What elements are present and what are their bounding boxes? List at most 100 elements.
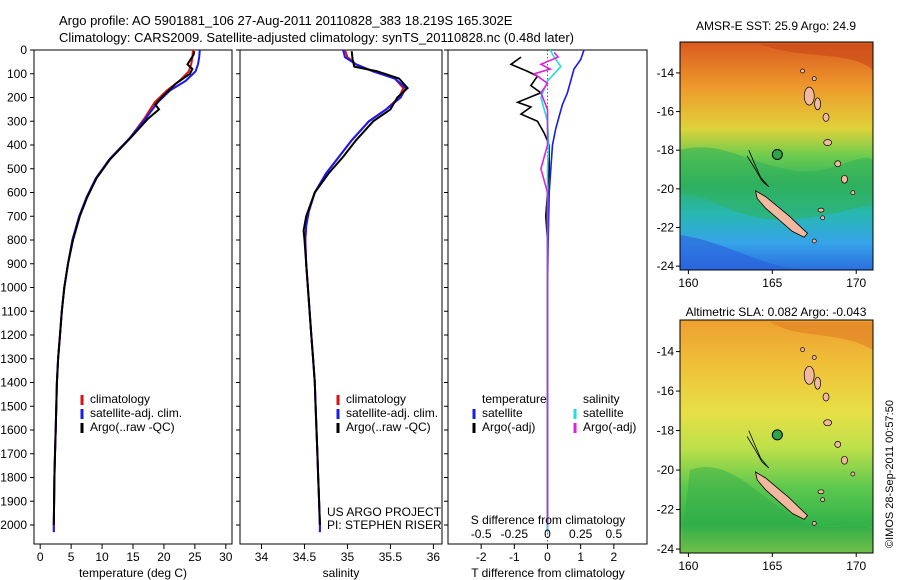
salinity-ticks: 34 34.5 35 35.5 36 xyxy=(255,544,441,564)
sla_map-argo-marker xyxy=(771,429,783,441)
depth-tick-label-8: 800 xyxy=(7,233,27,247)
sst_map-island-7 xyxy=(800,68,805,74)
s-diff-tick-label-0: -0.5 xyxy=(471,527,492,541)
sst_map-reef xyxy=(746,150,770,188)
difference-xtick-label-4: 2 xyxy=(610,550,617,564)
difference-legend: temperaturesatelliteArgo(-adj)salinitysa… xyxy=(472,392,636,434)
depth-tick-label-4: 400 xyxy=(7,138,27,152)
temp-legend-label-2: Argo(..raw -QC) xyxy=(90,420,175,434)
project-label: US ARGO PROJECT xyxy=(327,505,442,519)
sla_map-new-caledonia xyxy=(754,471,809,520)
depth-tick-label-20: 2000 xyxy=(0,518,27,532)
sla_map-lat-label-0: -14 xyxy=(657,345,675,359)
depth-tick-label-15: 1500 xyxy=(0,399,27,413)
sla_map-reef xyxy=(746,430,770,469)
t-difference-ticks: -2 -1 0 1 2 xyxy=(476,544,617,564)
sla_map-island-1 xyxy=(814,376,821,390)
depth-tick-label-19: 1900 xyxy=(0,494,27,508)
depth-ticks: 0 100 200 300 400 500 600 700 800 900 1000 1100 1200… xyxy=(0,43,34,532)
sst_map-argo-marker xyxy=(771,148,783,160)
sla_map-island-5 xyxy=(841,455,848,465)
depth-tick-label-5: 500 xyxy=(7,162,27,176)
sst_map-island-2 xyxy=(822,113,830,122)
salinity-panel: 34 34.5 35 35.5 36 salinity climatologysatel… xyxy=(236,49,443,580)
diff-legend-title-0: temperature xyxy=(482,392,547,406)
header-title: Argo profile: AO 5901881_106 27-Aug-2011… xyxy=(59,13,513,28)
sal-legend-label-2: Argo(..raw -QC) xyxy=(346,420,431,434)
depth-tick-label-13: 1300 xyxy=(0,352,27,366)
s-diff-tick-label-2: 0 xyxy=(544,527,551,541)
sst-islands xyxy=(746,68,856,244)
temperature-xtick-label-6: 30 xyxy=(219,550,233,564)
sla_map-lon-label-1: 165 xyxy=(762,559,782,573)
sla_map-lat-label-2: -18 xyxy=(657,424,675,438)
sla-map-frame xyxy=(679,319,874,554)
s-difference-ticks: -0.5 -0.25 0 0.25 0.5 xyxy=(471,527,623,541)
sst_map-lat-label-0: -14 xyxy=(657,66,675,80)
sst-map-frame xyxy=(679,41,874,271)
temperature-xtick-label-4: 20 xyxy=(157,550,171,564)
s-diff-tick-label-3: 0.25 xyxy=(569,527,593,541)
depth-tick-label-3: 300 xyxy=(7,114,27,128)
depth-tick-label-18: 1800 xyxy=(0,471,27,485)
sla_map-lat-label-3: -20 xyxy=(657,463,675,477)
sst_map-lon-label-2: 170 xyxy=(846,276,866,290)
sst_map-island-3 xyxy=(823,139,833,146)
temperature-xtick-label-3: 15 xyxy=(126,550,140,564)
depth-tick-label-11: 1100 xyxy=(1,304,27,318)
difference-xtick-label-2: 0 xyxy=(544,550,551,564)
diff-legend-title-1: salinity xyxy=(583,392,620,406)
salinity-xlabel: salinity xyxy=(323,566,360,580)
sst_map-island-10 xyxy=(820,215,826,221)
diff-legend-label-1-0: satellite xyxy=(583,406,624,420)
difference-series-2 xyxy=(540,49,562,533)
salinity-xtick-label-4: 36 xyxy=(427,550,441,564)
sst_map-lat-label-1: -16 xyxy=(657,105,675,119)
depth-tick-label-6: 600 xyxy=(7,186,27,200)
salinity-xtick-label-3: 35.5 xyxy=(379,550,403,564)
sst_map-lon-label-1: 165 xyxy=(762,276,782,290)
s-difference-label: S difference from climatology xyxy=(471,513,626,527)
difference-xtick-label-1: -1 xyxy=(509,550,520,564)
sla_map-island-6 xyxy=(850,471,856,477)
sal-legend-label-1: satellite-adj. clim. xyxy=(346,406,438,420)
header-subtitle: Climatology: CARS2009. Satellite-adjuste… xyxy=(59,30,574,45)
salinity-xtick-label-0: 34 xyxy=(255,550,269,564)
temperature-series-2 xyxy=(52,51,196,526)
sst-map-title: AMSR-E SST: 25.9 Argo: 24.9 xyxy=(696,19,856,33)
temp-legend-label-1: satellite-adj. clim. xyxy=(90,406,182,420)
sla_map-island-8 xyxy=(811,355,817,360)
sst_map-island-1 xyxy=(814,97,821,111)
sst_map-island-4 xyxy=(834,160,842,168)
sst_map-lat-label-2: -18 xyxy=(657,143,675,157)
sst_map-new-caledonia xyxy=(754,190,809,238)
sla-map-panel: Altimetric SLA: 0.082 Argo: -0.043 160 16… xyxy=(657,305,874,573)
salinity-series-2 xyxy=(302,51,410,526)
temperature-xlabel: temperature (deg C) xyxy=(79,566,187,580)
sla-map-title: Altimetric SLA: 0.082 Argo: -0.043 xyxy=(686,305,867,319)
sla_map-island-10 xyxy=(820,497,826,503)
sst_map-island-5 xyxy=(841,174,848,184)
salinity-xtick-label-2: 35 xyxy=(341,550,355,564)
pi-label: PI: STEPHEN RISER xyxy=(327,518,442,532)
sst_map-lat-label-4: -22 xyxy=(657,220,675,234)
difference-xtick-label-3: 1 xyxy=(577,550,584,564)
sst_map-lat-label-5: -24 xyxy=(657,259,675,273)
depth-tick-label-12: 1200 xyxy=(0,328,27,342)
sla_map-lat-label-5: -24 xyxy=(657,542,675,556)
depth-tick-label-16: 1600 xyxy=(0,423,27,437)
diff-legend-label-0-0: satellite xyxy=(482,406,523,420)
sst_map-island-9 xyxy=(817,207,825,213)
sst-heatmap xyxy=(680,42,873,270)
t-difference-xlabel: T difference from climatology xyxy=(471,566,625,580)
sla_map-lat-label-4: -22 xyxy=(657,503,675,517)
depth-tick-label-14: 1400 xyxy=(0,376,27,390)
sla-islands xyxy=(746,347,856,526)
sla_map-island-3 xyxy=(823,419,833,427)
difference-series-3 xyxy=(532,51,560,525)
sla_map-island-2 xyxy=(822,392,830,402)
sst_map-lon-label-0: 160 xyxy=(678,276,698,290)
temperature-xtick-label-5: 25 xyxy=(188,550,202,564)
sla_map-island-4 xyxy=(834,441,842,448)
